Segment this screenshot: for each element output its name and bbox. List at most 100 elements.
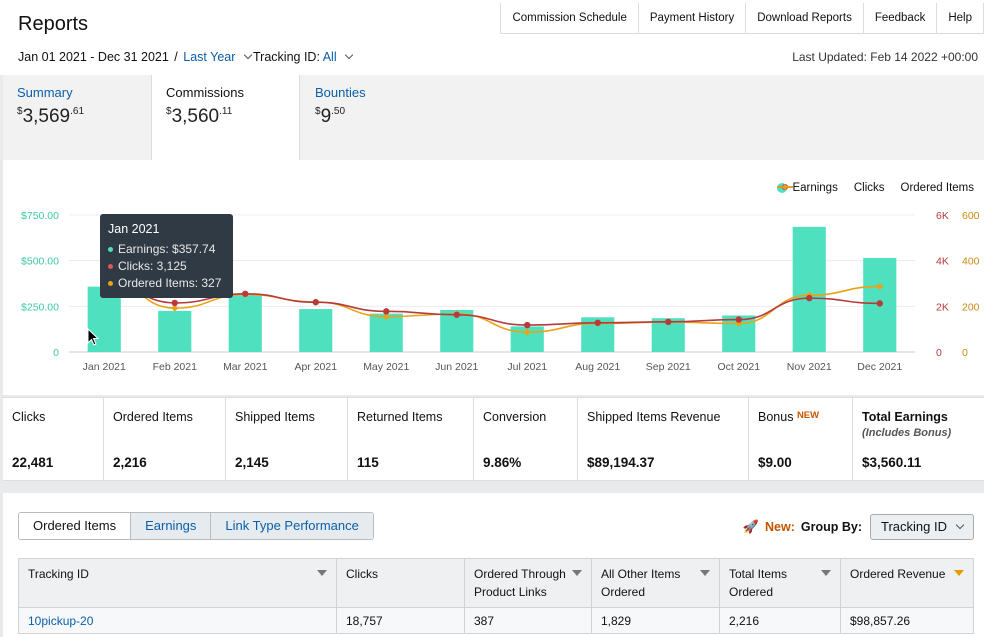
point-ordered [382, 313, 390, 321]
tracking-id-value[interactable]: All [322, 50, 337, 64]
nav-payment-history[interactable]: Payment History [638, 3, 747, 34]
col-clicks[interactable]: Clicks [336, 558, 465, 608]
date-range-text: Jan 01 2021 - Dec 31 2021 [18, 50, 169, 64]
report-tabs: Ordered Items Earnings Link Type Perform… [18, 512, 374, 540]
group-by-label: Group By: [800, 520, 863, 534]
x-tick-label: Dec 2021 [857, 361, 902, 373]
page-header: Reports Commission Schedule Payment Hist… [0, 0, 984, 75]
point-clicks [735, 316, 742, 323]
nav-download-reports[interactable]: Download Reports [746, 3, 864, 34]
bar-earnings [792, 226, 826, 352]
tooltip-earnings: Earnings: $357.74 [108, 242, 225, 256]
tracking-id-selector[interactable]: Tracking ID: All [253, 50, 354, 64]
page-title: Reports [18, 13, 89, 35]
sort-icon[interactable] [954, 570, 964, 576]
x-tick-label: Aug 2021 [575, 361, 620, 373]
y-tick-label-left: 0 [53, 347, 59, 359]
tab-commissions-label: Commissions [166, 85, 245, 100]
top-nav: Commission Schedule Payment History Down… [500, 3, 984, 34]
col-tracking-id[interactable]: Tracking ID [18, 558, 337, 608]
col-total-items[interactable]: Total Items Ordered [719, 558, 841, 608]
point-ordered [171, 304, 179, 312]
point-clicks [171, 299, 178, 307]
tab-summary[interactable]: Summary $3,569.61 [3, 75, 151, 160]
tab-ordered-items[interactable]: Ordered Items [19, 513, 132, 539]
chevron-down-icon[interactable] [243, 50, 253, 60]
bar-earnings [299, 309, 333, 352]
stat-bonus: Bonus NEW $9.00 [749, 398, 853, 480]
col-ordered-through-links[interactable]: Ordered Through Product Links [464, 558, 592, 608]
x-tick-label: Feb 2021 [153, 361, 198, 373]
x-tick-label: Apr 2021 [294, 361, 337, 373]
y-tick-label-ordered: 400 [962, 256, 980, 268]
x-tick-label: Jan 2021 [83, 361, 126, 373]
y-tick-label-ordered: 200 [962, 301, 980, 313]
date-range-selector[interactable]: Jan 01 2021 - Dec 31 2021 / Last Year [18, 50, 253, 64]
tab-summary-label[interactable]: Summary [17, 85, 73, 100]
legend-earnings[interactable]: Earnings [777, 182, 838, 194]
tab-link-type-performance[interactable]: Link Type Performance [211, 513, 373, 539]
tab-bounties-amount: $9.50 [315, 106, 346, 127]
tab-summary-amount: $3,569.61 [17, 106, 85, 127]
x-tick-label: Mar 2021 [223, 361, 268, 373]
sort-icon[interactable] [317, 570, 327, 576]
summary-tabs: Summary $3,569.61 Commissions $3,560.11 … [3, 75, 984, 174]
x-tick-label: May 2021 [363, 361, 409, 373]
stat-shipped-revenue: Shipped Items Revenue $89,194.37 [578, 398, 749, 480]
col-ordered-revenue[interactable]: Ordered Revenue [840, 558, 974, 608]
chart-legend: Earnings Clicks Ordered Items [777, 182, 974, 194]
tab-commissions[interactable]: Commissions $3,560.11 [151, 75, 300, 174]
nav-commission-schedule[interactable]: Commission Schedule [501, 3, 639, 34]
rocket-icon: 🚀 [742, 519, 760, 534]
tab-bounties[interactable]: Bounties $9.50 [301, 75, 451, 160]
sort-icon[interactable] [700, 570, 710, 576]
y-tick-label-ordered: 600 [962, 210, 980, 222]
date-preset-link[interactable]: Last Year [183, 50, 236, 64]
point-clicks [665, 318, 672, 326]
x-tick-label: Oct 2021 [717, 361, 760, 373]
stat-clicks: Clicks 22,481 [3, 398, 104, 480]
table-cell: 1,829 [591, 607, 720, 634]
stat-shipped-items: Shipped Items 2,145 [226, 398, 348, 480]
y-tick-label-left: $750.00 [21, 210, 59, 222]
new-badge: NEW [796, 410, 820, 421]
col-all-other-items[interactable]: All Other Items Ordered [591, 558, 720, 608]
group-by-select[interactable]: Tracking ID [870, 514, 974, 540]
tooltip-clicks: Clicks: 3,125 [108, 259, 225, 273]
report-table-section: Ordered Items Earnings Link Type Perform… [3, 493, 984, 637]
group-new-label: New: [765, 520, 795, 534]
y-tick-label-clicks: 4K [936, 256, 949, 268]
sort-icon[interactable] [821, 570, 831, 576]
point-clicks [383, 308, 390, 315]
tooltip-ordered: Ordered Items: 327 [108, 276, 225, 290]
table-row: 10pickup-20 18,757 387 1,829 2,216 $98,8… [18, 607, 974, 634]
nav-help[interactable]: Help [937, 3, 984, 34]
chart-tooltip: Jan 2021 Earnings: $357.74 Clicks: 3,125… [100, 214, 233, 298]
x-tick-label: Nov 2021 [787, 361, 832, 373]
table-cell: 387 [464, 607, 592, 634]
stat-total-earnings: Total Earnings (Includes Bonus) $3,560.11 [862, 410, 952, 470]
nav-feedback[interactable]: Feedback [863, 3, 938, 34]
point-clicks [806, 294, 813, 302]
chevron-down-icon[interactable] [344, 50, 354, 60]
mouse-cursor-icon [87, 328, 99, 346]
y-tick-label-left: $250.00 [21, 301, 59, 313]
tracking-id-label: Tracking ID: [253, 50, 320, 64]
sort-icon[interactable] [572, 570, 582, 576]
point-ordered [876, 282, 884, 290]
tab-earnings[interactable]: Earnings [131, 513, 212, 539]
point-clicks [876, 300, 883, 307]
stat-conversion: Conversion 9.86% [474, 398, 578, 480]
point-ordered [735, 319, 743, 327]
legend-clicks[interactable]: Clicks [777, 182, 885, 194]
table-cell: 18,757 [336, 607, 465, 634]
tooltip-title: Jan 2021 [108, 222, 160, 236]
earnings-chart[interactable]: 0 $250.00 $500.00 $750.00 0 2K 4K 6K 0 200 400 600 J… [3, 160, 984, 395]
earnings-swatch-icon [777, 183, 788, 193]
table-cell: 2,216 [719, 607, 841, 634]
y-tick-label-clicks: 6K [936, 210, 949, 222]
tab-bounties-label[interactable]: Bounties [315, 85, 366, 100]
chevron-down-icon [955, 520, 965, 530]
tracking-id-link[interactable]: 10pickup-20 [18, 607, 337, 634]
legend-ordered-items[interactable]: Ordered Items [777, 182, 974, 194]
